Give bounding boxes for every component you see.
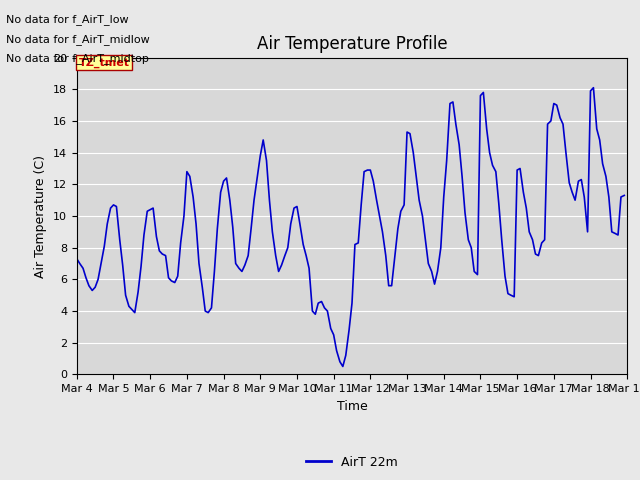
Text: No data for f_AirT_midlow: No data for f_AirT_midlow [6,34,150,45]
X-axis label: Time: Time [337,400,367,413]
Y-axis label: Air Temperature (C): Air Temperature (C) [35,155,47,277]
Text: No data for f_AirT_low: No data for f_AirT_low [6,14,129,25]
Text: TZ_tmet: TZ_tmet [79,58,130,68]
Legend: AirT 22m: AirT 22m [301,451,403,474]
Text: No data for f_AirT_midtop: No data for f_AirT_midtop [6,53,149,64]
Title: Air Temperature Profile: Air Temperature Profile [257,35,447,53]
